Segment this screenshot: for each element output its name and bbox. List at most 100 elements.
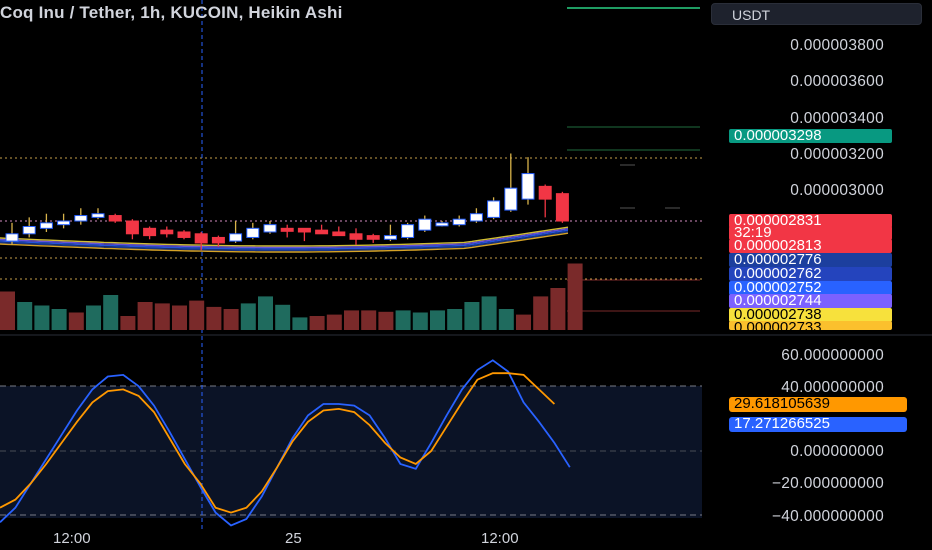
- price-tag: 0.000002813: [729, 239, 892, 253]
- moving-average-line: [0, 232, 569, 253]
- price-axis-label: 0.000003800: [790, 37, 884, 54]
- chart-title: Coq Inu / Tether, 1h, KUCOIN, Heikin Ash…: [0, 3, 343, 22]
- ma-tag: 0.000002738: [729, 308, 892, 322]
- volume-bar: [292, 317, 308, 330]
- volume-bar: [223, 309, 239, 330]
- candle-body: [246, 227, 260, 238]
- volume-bar: [498, 309, 514, 330]
- candle-body: [504, 187, 518, 211]
- volume-bar: [258, 296, 273, 330]
- candle-body: [22, 226, 36, 235]
- volume-bar: [68, 312, 84, 330]
- candle-body: [177, 231, 191, 238]
- candle-body: [57, 220, 71, 226]
- volume-bar: [395, 310, 411, 330]
- candle-body: [229, 233, 243, 242]
- stoch-axis-label: −40.000000000: [771, 508, 884, 525]
- ma-tag: 0.000002776: [729, 253, 892, 267]
- volume-bar: [137, 302, 153, 330]
- stoch-d-line: [0, 372, 556, 514]
- volume-bar: [275, 304, 291, 330]
- volume-bar: [550, 288, 566, 330]
- stoch-d-tag: 29.618105639: [729, 397, 907, 412]
- stoch-axis-label: 0.000000000: [790, 443, 884, 460]
- candle-body: [211, 236, 225, 244]
- time-axis-label: 12:00: [481, 530, 519, 547]
- candle-body: [125, 220, 139, 235]
- candle-body: [194, 233, 208, 244]
- candlesticks: [5, 153, 569, 251]
- candle-body: [315, 229, 329, 235]
- volume-bar: [172, 305, 187, 330]
- moving-average-line: [0, 226, 569, 247]
- candle-body: [39, 222, 53, 229]
- volume-bar: [481, 296, 497, 330]
- candle-body: [555, 193, 569, 222]
- volume-bar: [361, 310, 377, 330]
- candle-body: [435, 222, 449, 227]
- volume-bar: [154, 303, 170, 330]
- candle-body: [469, 213, 483, 222]
- volume-bar: [344, 310, 359, 330]
- moving-average-line: [0, 228, 569, 249]
- candle-body: [332, 231, 346, 237]
- price-axis-label: 0.000003000: [790, 182, 884, 199]
- moving-averages: [0, 226, 569, 253]
- candle-body: [349, 233, 363, 240]
- volume-bar: [120, 316, 136, 330]
- countdown-tag: 32:19: [729, 226, 892, 240]
- volume-bar: [412, 312, 428, 330]
- volume-bar: [206, 306, 222, 330]
- volume-bars: [0, 263, 583, 330]
- price-axis-label: 0.000003200: [790, 146, 884, 163]
- stoch-axis-label: 60.000000000: [781, 347, 884, 364]
- candle-body: [160, 229, 174, 235]
- volume-bar: [86, 305, 101, 330]
- time-axis-label: 12:00: [53, 530, 91, 547]
- moving-average-line: [0, 231, 569, 252]
- candle-body: [538, 185, 552, 200]
- moving-average-line: [0, 229, 569, 250]
- volume-bar: [430, 310, 445, 330]
- volume-bar: [447, 309, 463, 330]
- price-axis-label: 0.000003600: [790, 73, 884, 90]
- ma-tag: 0.000002762: [729, 267, 892, 281]
- volume-bar: [464, 302, 480, 330]
- volume-bar: [34, 305, 50, 330]
- candle-body: [487, 200, 501, 218]
- candle-body: [366, 235, 380, 240]
- candle-body: [297, 227, 311, 233]
- volume-bar: [189, 300, 205, 330]
- currency-selector[interactable]: USDT: [711, 3, 922, 25]
- ma-tag: 0.000002733: [729, 321, 892, 330]
- volume-bar: [567, 263, 583, 330]
- candle-body: [383, 235, 397, 240]
- candle-body: [401, 224, 415, 238]
- candle-body: [143, 227, 157, 237]
- price-pane[interactable]: [0, 0, 702, 330]
- time-axis-label: 25: [285, 530, 302, 547]
- last-price-tag: 0.000002831: [729, 214, 892, 228]
- price-tag: 0.000003298: [729, 129, 892, 143]
- volume-bar: [17, 302, 33, 330]
- volume-bar: [103, 295, 119, 330]
- volume-bar: [240, 303, 256, 330]
- candle-body: [91, 213, 105, 218]
- stoch-band: [0, 386, 702, 518]
- candle-body: [5, 233, 19, 242]
- volume-bar: [516, 314, 531, 330]
- ma-tag: 0.000002744: [729, 294, 892, 308]
- price-axis-label: 0.000003400: [790, 110, 884, 127]
- volume-bar: [51, 309, 67, 330]
- candle-body: [263, 224, 277, 233]
- stochastic-rsi-lines: [0, 359, 571, 527]
- stoch-k-tag: 17.271266525: [729, 417, 907, 432]
- candle-body: [280, 227, 294, 232]
- candle-body: [74, 215, 88, 222]
- candle-body: [108, 215, 122, 222]
- candle-body: [452, 218, 466, 226]
- candle-body: [418, 218, 432, 231]
- volume-bar: [533, 296, 549, 330]
